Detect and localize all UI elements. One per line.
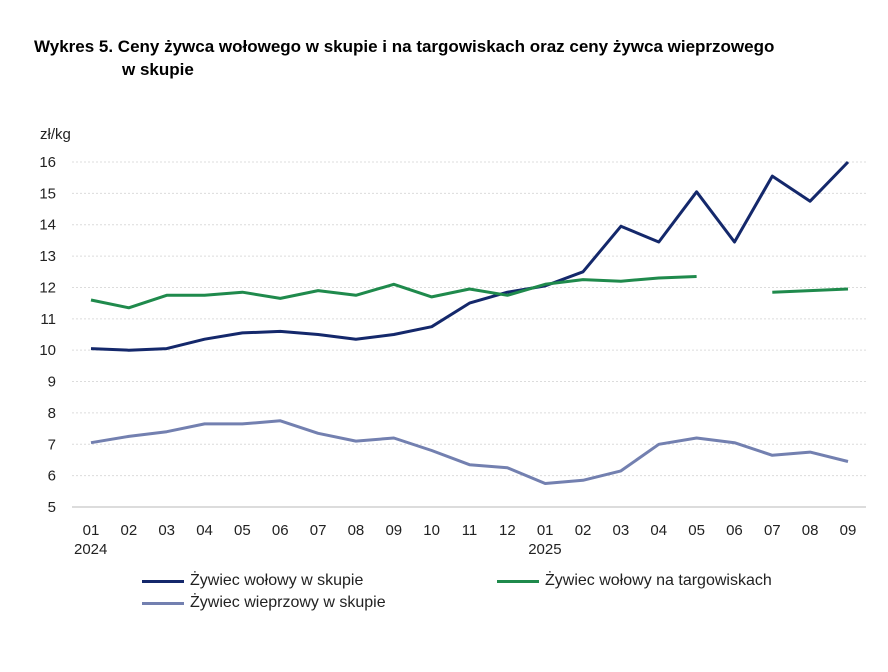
x-tick-label: 01 <box>537 522 554 539</box>
x-tick-label: 10 <box>423 522 440 539</box>
legend-item-0: Żywiec wołowy w skupie <box>142 572 363 590</box>
title-line-1: Wykres 5. Ceny żywca wołowego w skupie i… <box>34 37 775 56</box>
x-year-label: 2025 <box>528 541 561 558</box>
title-line-2: w skupie <box>122 60 194 79</box>
y-tick-label: 15 <box>39 185 56 202</box>
y-tick-label: 14 <box>39 217 56 234</box>
x-tick-label: 11 <box>462 522 478 539</box>
legend-swatch <box>142 579 184 583</box>
x-year-label: 2024 <box>74 541 107 558</box>
series-line-2 <box>90 419 849 485</box>
y-tick-label: 10 <box>39 342 56 359</box>
legend-swatch <box>497 579 539 583</box>
x-tick-label: 09 <box>840 522 857 539</box>
legend-label: Żywiec wołowy w skupie <box>190 572 364 589</box>
y-tick-label: 9 <box>48 374 56 391</box>
y-tick-label: 11 <box>40 311 56 328</box>
x-tick-label: 07 <box>764 522 781 539</box>
x-tick-label: 06 <box>726 522 743 539</box>
x-tick-label: 03 <box>613 522 630 539</box>
y-axis-label: zł/kg <box>40 126 71 143</box>
x-tick-label: 02 <box>575 522 592 539</box>
chart-title: Wykres 5. Ceny żywca wołowego w skupie i… <box>34 35 774 81</box>
legend-label: Żywiec wołowy na targowiskach <box>545 572 772 589</box>
x-tick-label: 02 <box>121 522 138 539</box>
x-tick-label: 08 <box>348 522 365 539</box>
x-tick-label: 07 <box>310 522 327 539</box>
x-tick-label: 04 <box>650 522 667 539</box>
x-tick-label: 08 <box>802 522 819 539</box>
legend-item-1: Żywiec wołowy na targowiskach <box>497 572 772 590</box>
x-tick-label: 12 <box>499 522 516 539</box>
y-tick-label: 7 <box>48 436 56 453</box>
x-tick-label: 09 <box>385 522 402 539</box>
y-tick-label: 6 <box>48 468 56 485</box>
x-tick-label: 06 <box>272 522 289 539</box>
x-tick-label: 03 <box>158 522 175 539</box>
x-tick-label: 05 <box>234 522 251 539</box>
y-tick-label: 16 <box>39 154 56 171</box>
y-tick-label: 8 <box>48 405 56 422</box>
y-tick-label: 12 <box>39 279 56 296</box>
legend-label: Żywiec wieprzowy w skupie <box>190 594 386 611</box>
x-tick-label: 05 <box>688 522 705 539</box>
y-tick-label: 5 <box>48 499 56 516</box>
x-tick-label: 04 <box>196 522 213 539</box>
x-tick-label: 01 <box>83 522 100 539</box>
legend-item-2: Żywiec wieprzowy w skupie <box>142 594 386 612</box>
legend-swatch <box>142 601 184 605</box>
y-tick-label: 13 <box>39 248 56 265</box>
